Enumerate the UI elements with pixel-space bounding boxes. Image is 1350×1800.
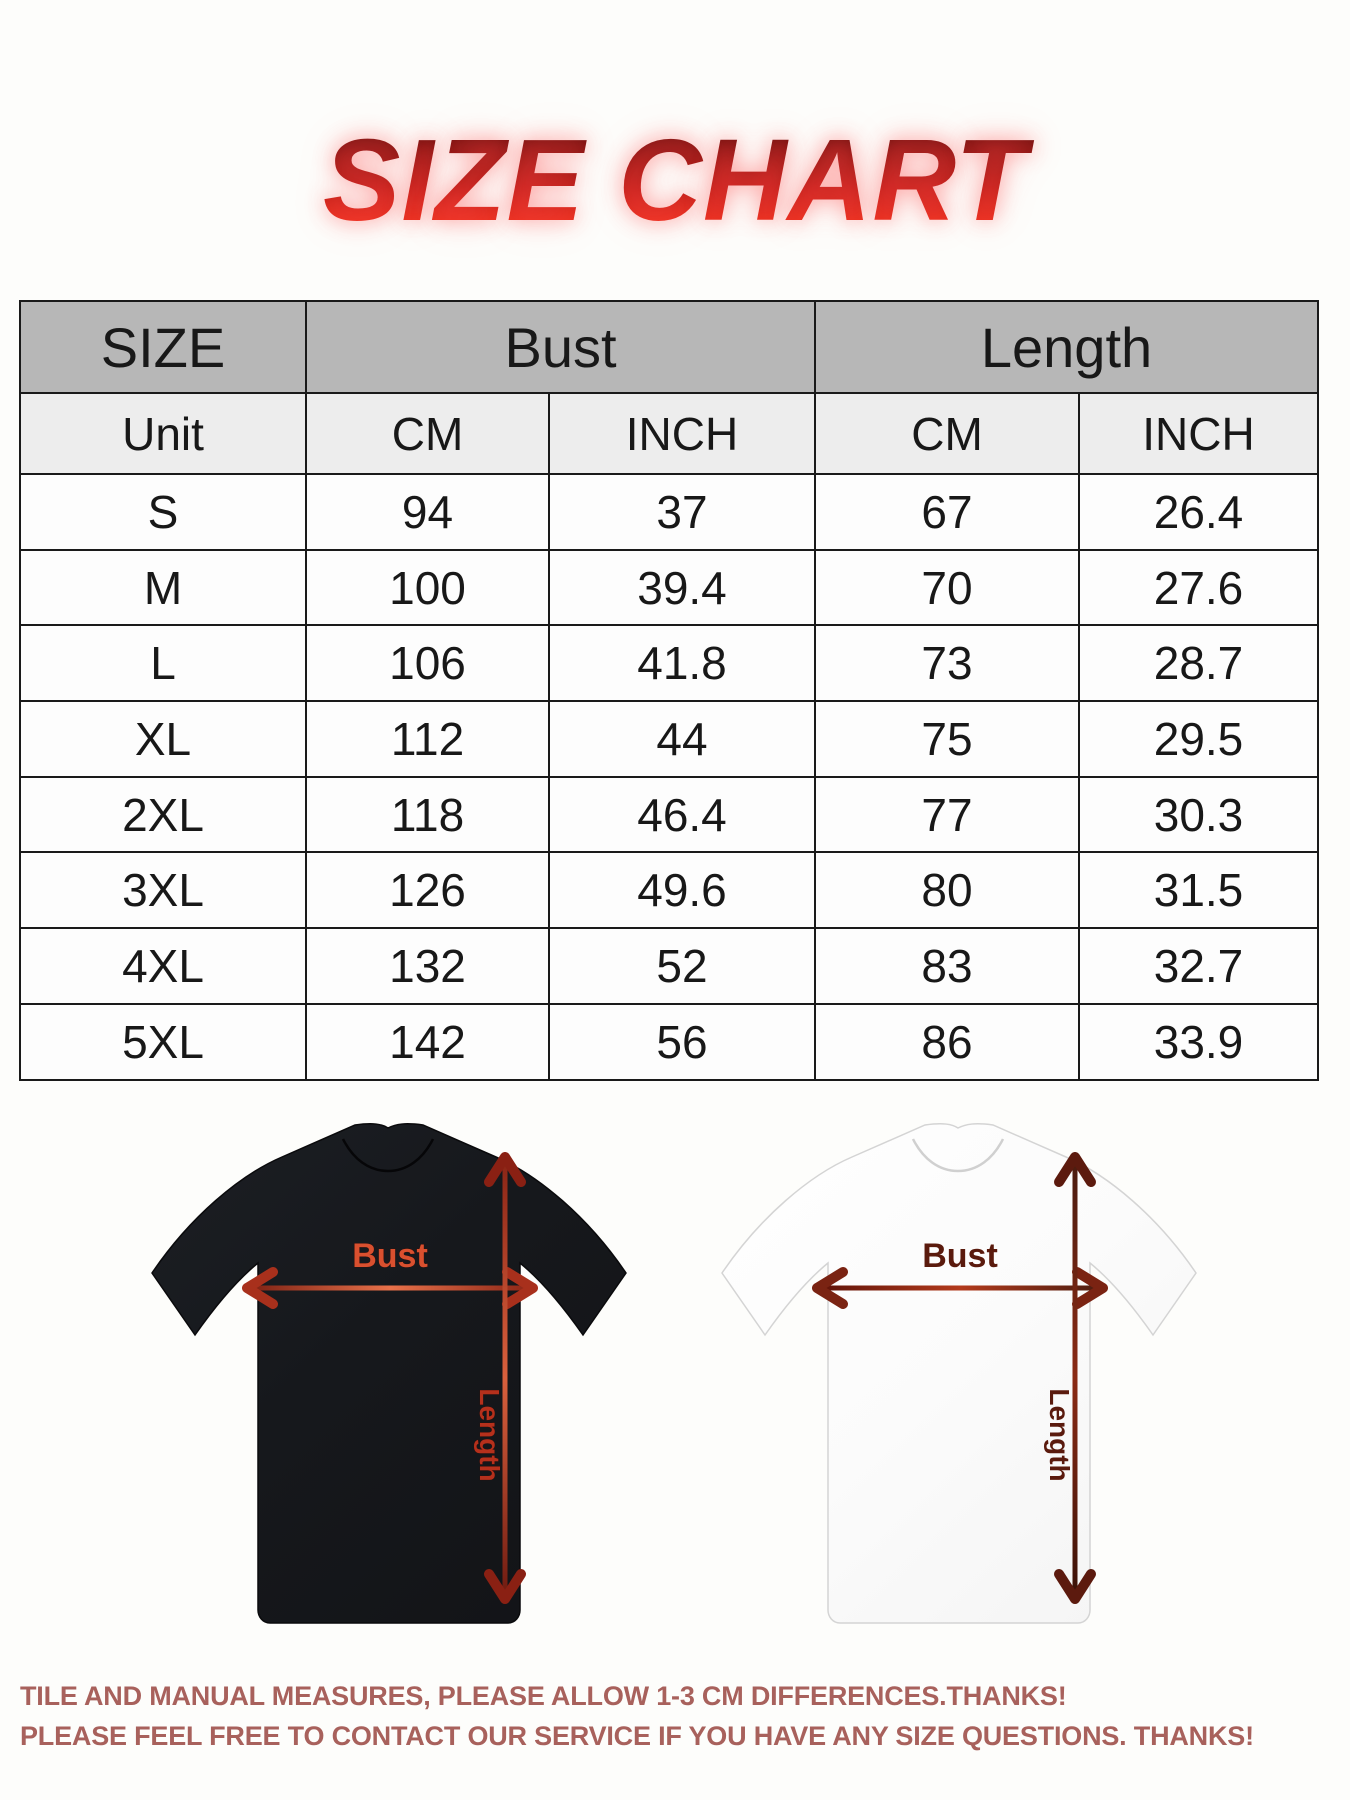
svg-text:Bust: Bust — [352, 1237, 428, 1275]
svg-text:Length: Length — [1044, 1388, 1075, 1481]
svg-text:Bust: Bust — [922, 1237, 998, 1275]
svg-text:Length: Length — [474, 1388, 505, 1481]
